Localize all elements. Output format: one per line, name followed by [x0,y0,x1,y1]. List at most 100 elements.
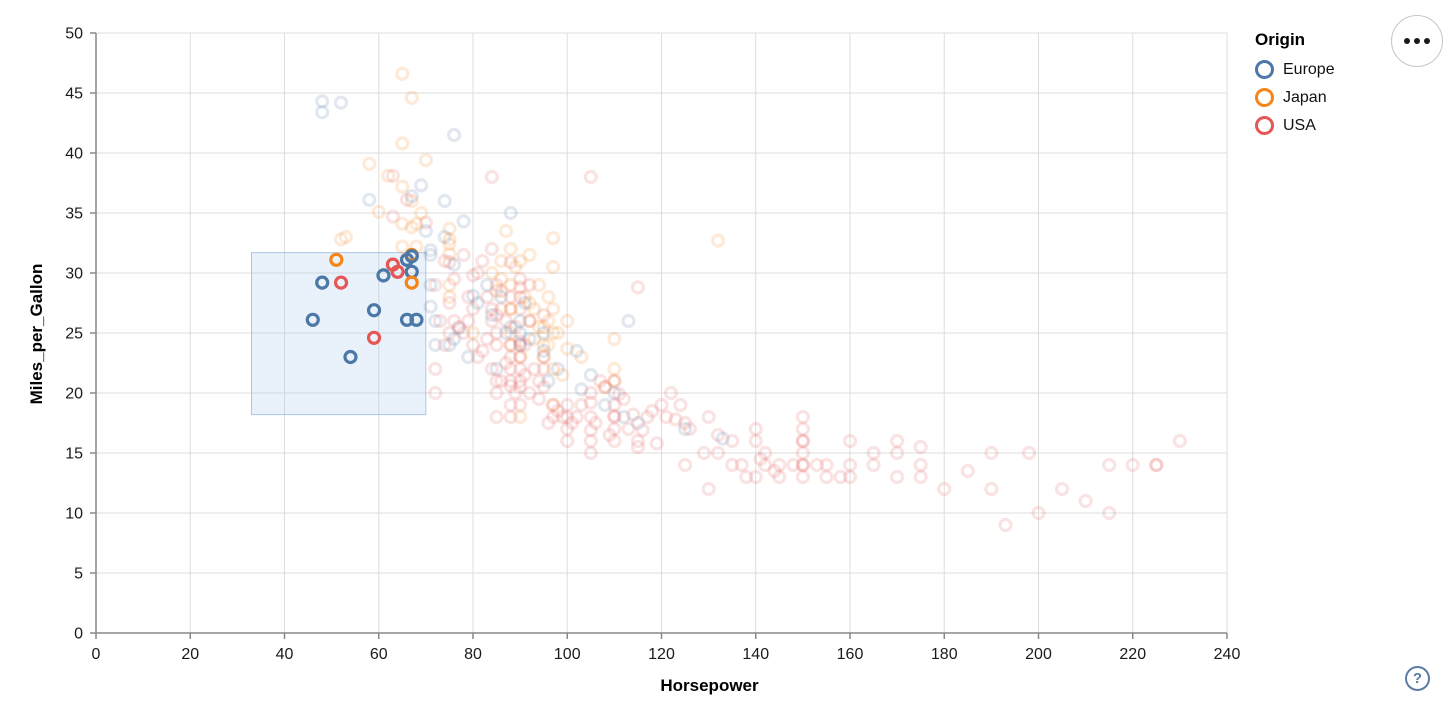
scatter-point[interactable] [574,382,589,397]
scatter-point[interactable] [531,319,547,335]
scatter-point[interactable] [522,313,537,329]
scatter-point[interactable] [541,337,556,353]
scatter-point[interactable] [503,255,518,270]
scatter-point[interactable] [866,457,881,473]
scatter-point[interactable] [489,373,504,389]
scatter-point[interactable] [531,277,547,293]
scatter-point[interactable] [418,223,433,239]
scatter-point[interactable] [503,349,518,365]
scatter-point[interactable] [447,127,462,143]
scatter-point[interactable] [315,105,330,120]
scatter-point[interactable] [677,421,693,437]
scatter-point[interactable] [522,385,537,401]
scatter-point[interactable] [758,457,773,473]
scatter-point[interactable] [913,469,928,485]
scatter-point[interactable] [333,232,349,247]
scatter-point[interactable] [536,349,551,365]
scatter-point[interactable] [607,373,622,389]
scatter-point[interactable] [597,397,613,413]
scatter-point[interactable] [1078,493,1093,509]
scatter-point[interactable] [385,209,400,224]
scatter-point[interactable] [574,397,589,413]
scatter-point[interactable] [795,457,810,473]
scatter-point[interactable] [494,301,509,317]
scatter-point[interactable] [1149,457,1164,473]
scatter-point[interactable] [343,349,358,365]
scatter-point[interactable] [607,331,622,347]
scatter-point[interactable] [541,415,556,431]
scatter-point[interactable] [819,469,834,485]
scatter-point[interactable] [503,337,518,353]
scatter-point[interactable] [809,457,825,473]
scatter-point[interactable] [508,259,523,275]
scatter-point[interactable] [635,423,650,438]
scatter-point[interactable] [644,403,660,419]
scatter-point[interactable] [630,280,646,295]
scatter-point[interactable] [583,423,598,438]
scatter-point[interactable] [546,231,561,246]
scatter-point[interactable] [546,325,561,341]
scatter-point[interactable] [489,277,504,293]
scatter-point[interactable] [503,373,518,389]
scatter-point[interactable] [315,275,330,290]
scatter-point[interactable] [607,373,622,389]
scatter-point[interactable] [842,433,858,449]
scatter-point[interactable] [531,391,547,407]
scatter-point[interactable] [1102,505,1117,521]
scatter-point[interactable] [404,189,419,204]
scatter-point[interactable] [451,319,466,335]
scatter-point[interactable] [748,421,763,437]
scatter-point[interactable] [489,325,504,341]
scatter-point[interactable] [395,66,410,81]
scatter-point[interactable] [404,90,419,105]
scatter-point[interactable] [517,337,532,353]
scatter-point[interactable] [494,373,509,389]
scatter-point[interactable] [451,321,466,336]
scatter-point[interactable] [503,409,518,425]
scatter-point[interactable] [621,421,636,437]
scatter-point[interactable] [527,331,542,347]
scatter-point[interactable] [560,341,575,356]
scatter-point[interactable] [494,289,509,305]
scatter-point[interactable] [522,277,537,293]
scatter-point[interactable] [437,337,452,353]
scatter-point[interactable] [593,373,608,389]
scatter-point[interactable] [546,301,561,317]
scatter-point[interactable] [588,415,603,431]
scatter-point[interactable] [536,325,551,341]
scatter-point[interactable] [569,343,584,359]
scatter-point[interactable] [465,288,481,303]
scatter-point[interactable] [536,319,551,335]
scatter-point[interactable] [442,221,457,236]
scatter-point[interactable] [654,397,669,413]
scatter-point[interactable] [513,301,528,317]
scatter-point[interactable] [640,409,655,425]
scatter-point[interactable] [607,385,622,401]
scatter-point[interactable] [546,397,561,413]
scatter-point[interactable] [498,355,514,371]
scatter-point[interactable] [536,337,551,353]
scatter-point[interactable] [546,361,561,377]
scatter-point[interactable] [607,361,622,377]
scatter-point[interactable] [842,457,858,473]
scatter-point[interactable] [470,265,485,281]
scatter-point[interactable] [513,334,528,349]
scatter-point[interactable] [795,445,810,461]
scatter-point[interactable] [984,481,999,497]
scatter-point[interactable] [513,289,528,305]
scatter-point[interactable] [390,264,405,279]
scatter-point[interactable] [513,361,528,377]
scatter-point[interactable] [795,421,810,437]
scatter-point[interactable] [503,301,518,317]
scatter-point[interactable] [583,409,598,425]
scatter-point[interactable] [677,457,693,473]
scatter-point[interactable] [536,307,551,323]
scatter-point[interactable] [447,271,462,287]
scatter-point[interactable] [442,277,457,293]
scatter-point[interactable] [385,168,400,183]
scatter-point[interactable] [461,289,476,305]
scatter-point[interactable] [748,469,763,485]
scatter-point[interactable] [597,379,613,395]
scatter-point[interactable] [630,433,646,449]
scatter-point[interactable] [484,361,499,377]
